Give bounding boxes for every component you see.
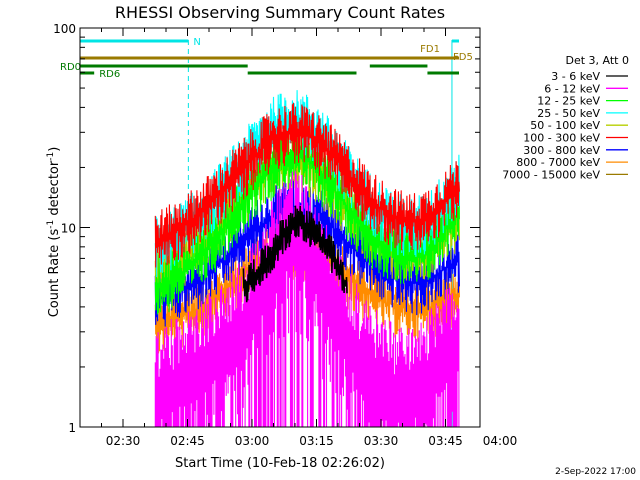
timestamp: 2-Sep-2022 17:00: [555, 467, 636, 477]
legend-label-3: 25 - 50 keV: [537, 107, 600, 120]
y-axis-label-exponent-2: -1: [46, 152, 56, 161]
series-3-6-kev: [242, 205, 348, 303]
x-tick-label-6: 04:00: [483, 434, 518, 448]
state-bar-label-n: N: [193, 37, 200, 48]
legend-label-0: 3 - 6 keV: [551, 70, 600, 83]
state-bar-label-fd5: FD5: [453, 52, 473, 63]
series-12-25-kev: [154, 128, 460, 315]
x-tick-label-0: 02:30: [106, 434, 141, 448]
legend-title: Det 3, Att 0: [566, 54, 630, 67]
legend-label-5: 100 - 300 keV: [523, 132, 600, 145]
legend-label-1: 6 - 12 keV: [544, 82, 600, 95]
y-tick-label-1: 10: [61, 222, 76, 236]
x-axis-label: Start Time (10-Feb-18 02:26:02): [175, 456, 385, 471]
x-tick-label-4: 03:30: [364, 434, 399, 448]
y-axis-label-end: ): [47, 147, 62, 152]
x-tick-label-1: 02:45: [170, 434, 205, 448]
state-bar-label-rd0: RD0: [60, 62, 81, 73]
x-tick-label-5: 03:45: [428, 434, 463, 448]
chart-title: RHESSI Observing Summary Count Rates: [115, 3, 445, 22]
y-axis-label: Count Rate (s-1 detector-1): [46, 147, 62, 318]
y-tick-label-0: 1: [68, 421, 76, 435]
y-axis-label-main: Count Rate (s: [47, 229, 62, 318]
legend-label-8: 7000 - 15000 keV: [502, 168, 600, 181]
plot-area: N FD1 FD5 RD0 RD6 02:30 02:45 03:00 03:15 03:30 03…: [53, 22, 518, 448]
legend-label-4: 50 - 100 keV: [530, 119, 600, 132]
series-group: [154, 90, 460, 427]
legend-label-6: 300 - 800 keV: [523, 144, 600, 157]
series-6-12-kev: [154, 170, 460, 427]
y-tick-label-2: 100: [53, 22, 76, 36]
state-bar-label-rd6: RD6: [99, 69, 120, 80]
series-100-300-kev: [154, 102, 460, 268]
legend-label-7: 800 - 7000 keV: [516, 156, 600, 169]
y-axis-label-mid: detector: [47, 160, 62, 220]
state-bar-label-fd1: FD1: [420, 44, 440, 55]
x-tick-label-2: 03:00: [235, 434, 270, 448]
x-tick-label-3: 03:15: [299, 434, 334, 448]
legend-label-2: 12 - 25 keV: [537, 95, 600, 108]
y-axis-label-exponent-1: -1: [46, 220, 56, 229]
